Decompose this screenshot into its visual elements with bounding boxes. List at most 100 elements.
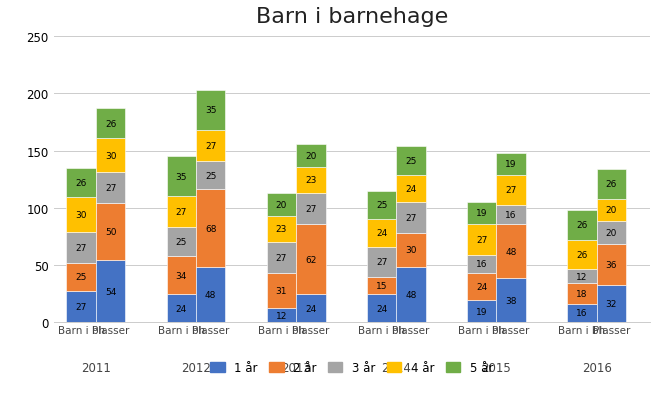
Bar (397, 175, 425, 202)
Text: 19: 19 (476, 209, 488, 218)
Bar (196, 131, 225, 161)
Bar (267, 216, 296, 242)
Bar (296, 167, 326, 193)
Bar (66, 198, 96, 232)
Text: 19: 19 (505, 160, 517, 169)
Bar (96, 139, 125, 173)
Bar (496, 154, 526, 175)
Bar (66, 168, 96, 198)
Text: 48: 48 (405, 290, 417, 299)
Text: 25: 25 (76, 273, 87, 282)
Text: 32: 32 (606, 299, 617, 309)
Text: 24: 24 (376, 304, 387, 313)
Bar (596, 222, 626, 244)
Bar (367, 191, 397, 220)
Bar (267, 242, 296, 273)
Bar (167, 228, 196, 256)
Bar (296, 193, 326, 224)
Text: 20: 20 (276, 200, 287, 209)
Bar (167, 295, 196, 322)
Bar (296, 295, 326, 322)
Text: 50: 50 (105, 228, 117, 237)
Bar (196, 91, 225, 131)
Bar (567, 283, 596, 304)
Legend: 1 år, 2 år, 3 år, 4 år, 5 år: 1 år, 2 år, 3 år, 4 år, 5 år (206, 356, 498, 379)
Text: 62: 62 (305, 255, 316, 264)
Text: 27: 27 (376, 258, 387, 267)
Bar (96, 173, 125, 204)
Bar (467, 224, 496, 255)
Text: 30: 30 (105, 151, 117, 160)
Text: 26: 26 (576, 221, 588, 230)
Bar (296, 144, 326, 167)
Bar (496, 206, 526, 224)
Text: 2011: 2011 (81, 361, 111, 374)
Text: 30: 30 (76, 211, 87, 219)
Bar (596, 286, 626, 322)
Bar (596, 169, 626, 199)
Bar (367, 295, 397, 322)
Bar (397, 268, 425, 322)
Text: 2012: 2012 (181, 361, 211, 374)
Text: 30: 30 (405, 246, 417, 255)
Text: 16: 16 (576, 309, 588, 318)
Text: 25: 25 (205, 171, 216, 180)
Text: 27: 27 (305, 204, 316, 213)
Bar (467, 255, 496, 273)
Bar (467, 301, 496, 322)
Text: 35: 35 (205, 106, 216, 115)
Bar (66, 291, 96, 322)
Text: 24: 24 (405, 184, 417, 193)
Text: 19: 19 (476, 307, 488, 316)
Bar (397, 147, 425, 175)
Text: 12: 12 (276, 311, 287, 320)
Bar (596, 244, 626, 286)
Text: 27: 27 (405, 214, 417, 222)
Bar (96, 109, 125, 139)
Text: 23: 23 (305, 176, 316, 185)
Bar (267, 273, 296, 309)
Bar (96, 261, 125, 322)
Text: 15: 15 (376, 282, 387, 291)
Text: 68: 68 (205, 224, 216, 233)
Bar (66, 263, 96, 291)
Bar (467, 202, 496, 224)
Bar (397, 202, 425, 233)
Bar (267, 193, 296, 216)
Text: 18: 18 (576, 289, 588, 298)
Text: 26: 26 (76, 178, 87, 188)
Bar (496, 175, 526, 206)
Text: 27: 27 (276, 253, 287, 262)
Text: 27: 27 (76, 302, 87, 311)
Text: 2013: 2013 (281, 361, 311, 374)
Text: 25: 25 (176, 237, 187, 246)
Text: 24: 24 (176, 304, 187, 313)
Bar (397, 233, 425, 268)
Text: 25: 25 (405, 157, 417, 165)
Bar (467, 273, 496, 301)
Text: 36: 36 (606, 261, 617, 270)
Text: 27: 27 (176, 208, 187, 217)
Bar (196, 268, 225, 322)
Text: 25: 25 (376, 201, 387, 210)
Bar (567, 240, 596, 270)
Text: 27: 27 (76, 243, 87, 252)
Title: Barn i barnehage: Barn i barnehage (256, 7, 448, 27)
Bar (567, 211, 596, 240)
Bar (267, 309, 296, 322)
Text: 24: 24 (476, 282, 487, 291)
Bar (196, 190, 225, 268)
Bar (596, 199, 626, 222)
Text: 16: 16 (476, 259, 488, 268)
Bar (167, 157, 196, 197)
Text: 16: 16 (505, 211, 517, 219)
Text: 27: 27 (205, 142, 216, 150)
Text: 23: 23 (276, 225, 287, 234)
Bar (167, 197, 196, 228)
Text: 31: 31 (276, 286, 287, 295)
Text: 26: 26 (576, 250, 588, 259)
Bar (96, 204, 125, 261)
Text: 26: 26 (105, 119, 117, 128)
Bar (196, 161, 225, 190)
Text: 54: 54 (105, 287, 117, 296)
